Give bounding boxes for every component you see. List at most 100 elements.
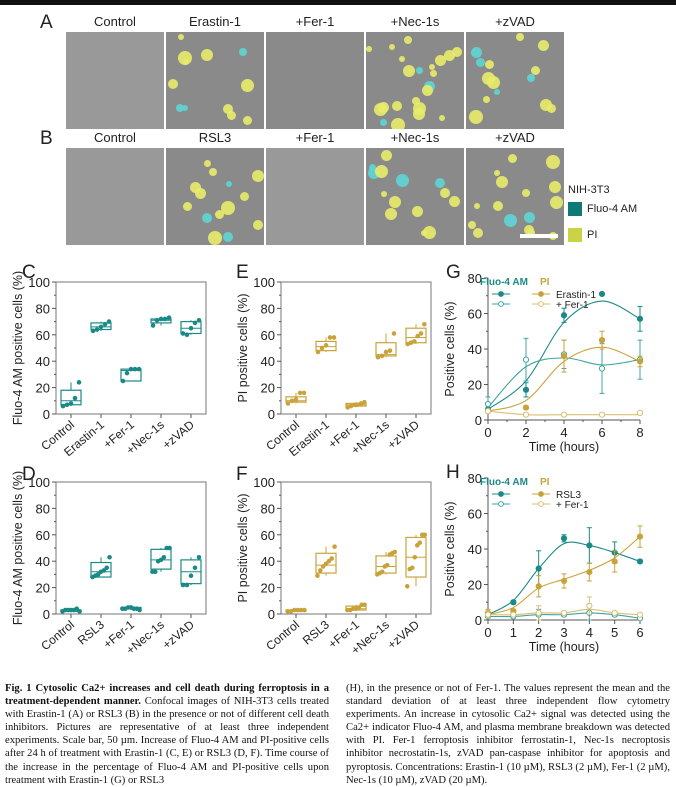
data-point: [379, 353, 385, 359]
x-tick-label: +zVAD: [385, 417, 422, 452]
data-point: [422, 321, 427, 327]
cell-blob: [494, 170, 500, 176]
cell-blob: [392, 101, 402, 111]
data-point: [510, 611, 517, 618]
cell-blob: [435, 178, 445, 188]
data-point: [636, 358, 644, 365]
image-title-rowa-2: +Fer-1: [295, 14, 335, 29]
data-point: [120, 378, 126, 384]
data-point: [60, 403, 66, 409]
micrograph-rowb-3: [366, 148, 464, 245]
data-point: [636, 533, 644, 540]
data-point: [560, 577, 568, 585]
x-tick-label: 8: [636, 425, 643, 440]
data-point: [404, 583, 410, 589]
panel-letter-g: G: [446, 262, 461, 283]
data-point: [137, 607, 142, 613]
micrograph-rowb-4: [466, 148, 564, 245]
panel-letter-d: D: [22, 464, 36, 485]
data-point: [636, 409, 644, 416]
data-point: [285, 401, 291, 406]
cell-blob: [221, 201, 235, 215]
chart-h: 0 20 40 60 80 0 1 2 3 4 5 6 Time (hours) Positive cel…: [443, 471, 644, 654]
data-point: [285, 609, 290, 614]
cell-blob: [483, 96, 490, 103]
cell-blob: [516, 33, 524, 41]
cell-blob: [538, 40, 549, 51]
data-point: [180, 331, 186, 336]
y-tick-label: 80: [36, 301, 50, 316]
y-tick-label: 0: [475, 613, 482, 628]
cell-blob: [202, 213, 212, 223]
y-tick-label: 100: [253, 275, 275, 290]
cell-blob: [182, 105, 188, 111]
legend-marker: [498, 501, 504, 507]
data-point: [315, 349, 321, 355]
y-axis-label: Fluo-4 AM positive cells (%): [11, 271, 25, 425]
micro-legend-pi-label: PI: [587, 228, 598, 241]
y-tick-label: 0: [475, 413, 482, 428]
data-point: [522, 356, 530, 363]
cell-blob: [493, 201, 503, 211]
legend-marker: [498, 301, 504, 307]
y-tick-label: 0: [268, 407, 275, 422]
data-point: [412, 554, 418, 560]
panel-letter-c: C: [22, 262, 36, 283]
y-tick-label: 40: [36, 554, 50, 569]
y-tick-label: 60: [468, 507, 482, 522]
cell-blob: [378, 102, 389, 113]
y-tick-label: 40: [36, 354, 50, 369]
fluo-swatch: [568, 202, 582, 216]
data-point: [184, 582, 190, 588]
data-point: [298, 607, 304, 613]
data-point: [535, 583, 542, 590]
data-point: [535, 565, 542, 572]
data-point: [136, 366, 142, 372]
data-point: [301, 390, 307, 396]
data-point: [560, 353, 568, 360]
cell-blob: [375, 165, 388, 178]
data-point: [560, 609, 568, 616]
cell-blob: [240, 192, 249, 201]
cell-blob: [440, 188, 450, 198]
cell-blob: [469, 110, 483, 124]
x-axis-label: Time (hours): [529, 640, 599, 654]
cell-blob: [404, 36, 412, 44]
data-point: [180, 582, 186, 588]
micro-legend-title: NIH-3T3: [568, 184, 610, 196]
y-axis-label: Positive cells (%): [443, 301, 457, 396]
data-point: [383, 349, 389, 355]
micrograph-rowa-3: [366, 32, 464, 129]
micrograph-rowa-4: [466, 32, 564, 129]
top-border: [0, 0, 676, 5]
cell-blob: [485, 60, 494, 69]
image-title-rowb-0: Control: [94, 130, 136, 145]
x-tick-label: +zVAD: [160, 417, 197, 452]
y-tick-label: 40: [261, 354, 275, 369]
data-point: [586, 542, 593, 549]
legend-marker: [538, 301, 544, 307]
data-point: [417, 540, 423, 546]
cell-blob: [550, 196, 563, 209]
data-point: [124, 370, 130, 376]
x-tick-label: 1: [510, 625, 517, 640]
scale-bar: [520, 234, 558, 238]
x-tick-label: 6: [598, 425, 605, 440]
cell-blob: [522, 189, 530, 197]
cell-blob: [403, 65, 415, 77]
panel-letter-h: H: [446, 462, 460, 483]
cell-blob: [412, 97, 420, 105]
cell-blob: [204, 160, 211, 167]
cell-blob: [389, 196, 401, 208]
data-point: [331, 335, 337, 340]
cell-blob: [223, 232, 233, 242]
box: [315, 340, 337, 352]
y-tick-label: 20: [36, 381, 50, 396]
box: [375, 555, 397, 574]
data-point: [484, 611, 492, 618]
data-point: [329, 556, 335, 561]
x-tick-label: Control: [263, 618, 302, 654]
legend-header-pi: PI: [540, 477, 550, 488]
data-point: [391, 331, 397, 336]
